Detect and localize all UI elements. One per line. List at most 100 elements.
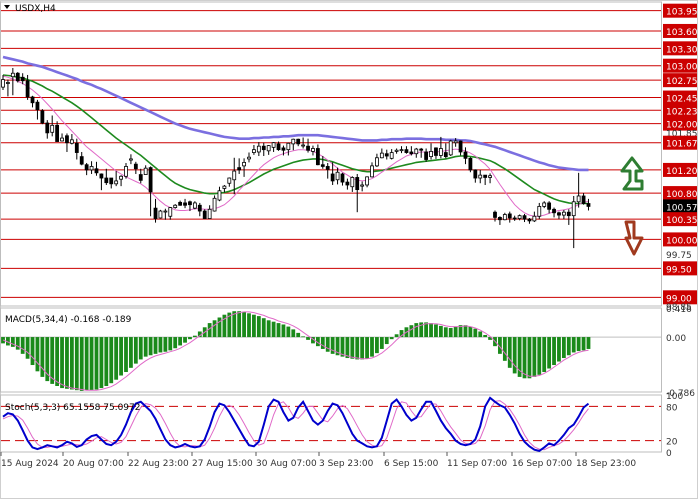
macd-histogram-bar <box>45 337 50 382</box>
macd-histogram-bar <box>311 337 315 344</box>
candle-body <box>104 177 109 184</box>
candle-body <box>448 140 453 156</box>
candle-body <box>74 142 79 153</box>
candle-body <box>168 207 173 217</box>
candle-body <box>424 151 429 160</box>
time-tick-label: 18 Sep 23:00 <box>576 459 636 469</box>
candle-body <box>345 181 350 186</box>
macd-histogram-bar <box>399 330 404 338</box>
candle-body <box>227 177 232 184</box>
price-level-badge <box>663 90 697 105</box>
candle-body <box>237 167 242 171</box>
macd-histogram-bar <box>458 325 463 338</box>
macd-histogram-bar <box>222 314 227 338</box>
candle-body <box>301 144 306 147</box>
candle-body <box>163 210 168 213</box>
time-tick-label: 16 Sep 07:00 <box>512 459 572 469</box>
macd-histogram-bar <box>512 337 517 374</box>
price-level-label: 102.75 <box>666 77 698 87</box>
candle-body <box>552 208 556 214</box>
macd-histogram-bar <box>443 327 448 338</box>
candle-body <box>286 142 291 151</box>
candle-body <box>414 148 419 155</box>
macd-histogram-bar <box>94 337 99 390</box>
candle-body <box>202 210 207 219</box>
macd-histogram-bar <box>365 337 369 359</box>
macd-histogram-bar <box>192 335 197 338</box>
candle-body <box>311 148 315 152</box>
price-level-label: 103.95 <box>666 8 698 18</box>
macd-histogram-bar <box>247 313 251 338</box>
macd-histogram-bar <box>350 337 355 359</box>
candle-body <box>50 124 55 133</box>
price-panel-frame <box>0 1 662 307</box>
macd-histogram-bar <box>212 320 217 338</box>
candle-body <box>271 142 276 148</box>
candle-body <box>276 143 281 151</box>
macd-histogram-bar <box>434 324 438 338</box>
macd-histogram-bar <box>129 337 133 368</box>
price-level-badge <box>663 261 697 276</box>
price-level-label: 100.35 <box>666 216 698 226</box>
macd-histogram-bar <box>394 334 399 338</box>
macd-histogram-bar <box>424 322 429 338</box>
price-level-badge <box>663 290 697 305</box>
candle-body <box>493 211 497 218</box>
macd-histogram-bar <box>542 337 547 373</box>
macd-label: MACD(5,34,4) -0.168 -0.189 <box>5 315 132 325</box>
macd-histogram-bar <box>173 337 178 349</box>
candle-body <box>15 72 20 82</box>
price-level-badge <box>663 73 697 88</box>
macd-histogram-bar <box>557 337 561 362</box>
macd-histogram-bar <box>30 337 35 366</box>
macd-histogram-bar <box>242 311 246 338</box>
macd-histogram-bar <box>438 325 443 338</box>
macd-histogram-bar <box>124 337 128 373</box>
stoch-k-line <box>2 396 590 452</box>
macd-histogram-bar <box>301 336 306 338</box>
macd-histogram-bar <box>478 331 483 338</box>
macd-histogram-bar <box>217 317 222 338</box>
macd-histogram-bar <box>65 337 69 389</box>
macd-histogram-bar <box>488 337 492 340</box>
macd-histogram-bar <box>55 337 60 386</box>
price-level-label: 102.45 <box>666 95 698 105</box>
macd-histogram-bar <box>448 327 453 338</box>
candle-body <box>507 213 512 219</box>
macd-histogram-bar <box>566 337 571 356</box>
stoch-tick-label: 20 <box>666 438 678 448</box>
candle-body <box>335 171 340 181</box>
candle-body <box>69 139 74 144</box>
price-level-label: 99.50 <box>666 265 692 275</box>
macd-histogram-bar <box>276 323 281 338</box>
candle-body <box>473 169 478 179</box>
down-arrow-icon <box>624 220 644 256</box>
candle-body <box>468 157 473 171</box>
stoch-d-line <box>2 400 589 451</box>
candle-body <box>443 152 448 158</box>
stoch-tick-label: 0 <box>666 449 672 459</box>
macd-histogram-bar <box>232 311 237 338</box>
ma-fast-line <box>2 75 589 217</box>
candle-body <box>45 122 50 134</box>
candle-body <box>463 151 468 159</box>
candle-body <box>571 201 576 217</box>
price-level-badge <box>663 212 697 227</box>
macd-histogram-bar <box>178 337 183 346</box>
macd-histogram-bar <box>473 328 478 338</box>
macd-histogram-bar <box>158 337 163 353</box>
price-level-badge <box>663 116 697 131</box>
ma-mid-line <box>2 74 589 205</box>
macd-histogram-bar <box>15 337 20 350</box>
candle-body <box>576 195 581 203</box>
candle-body <box>409 151 414 155</box>
candle-body <box>453 140 458 144</box>
macd-histogram-bar <box>291 329 296 338</box>
macd-histogram-bar <box>6 337 10 346</box>
macd-histogram-bar <box>256 316 261 338</box>
candle-body <box>537 206 542 217</box>
macd-histogram-bar <box>20 337 25 354</box>
candle-body <box>207 208 212 219</box>
